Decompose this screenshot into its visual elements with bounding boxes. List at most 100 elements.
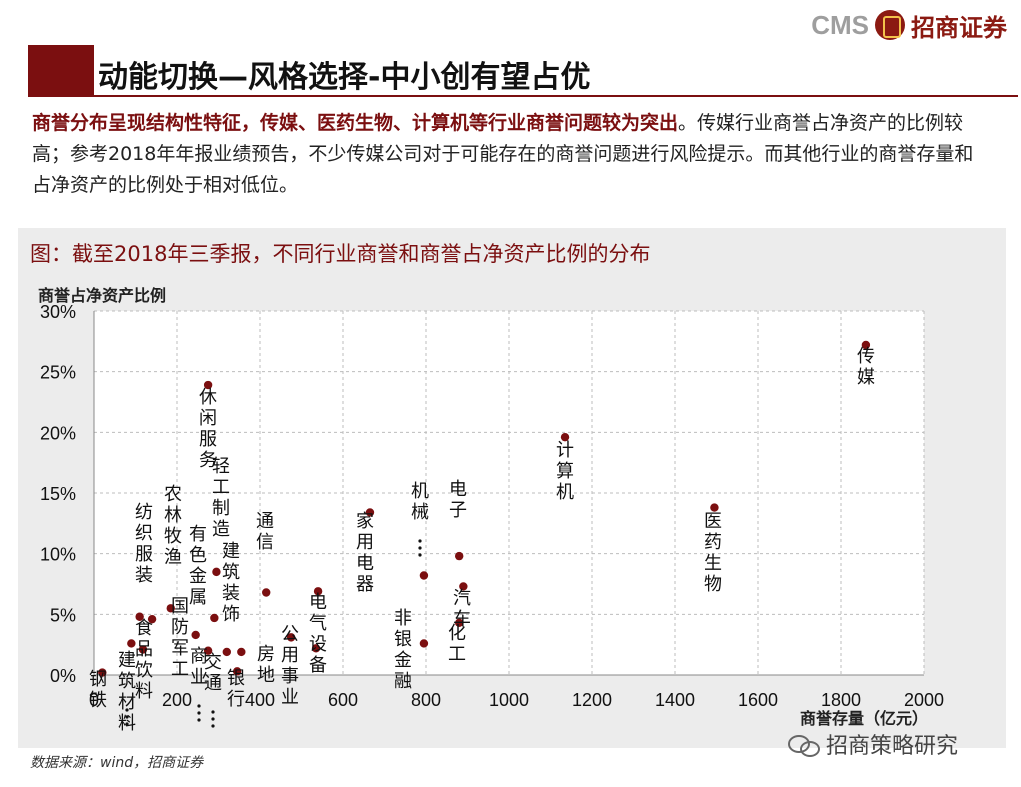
y-tick-label: 15% [40, 484, 76, 504]
summary-text: 商誉分布呈现结构性特征，传媒、医药生物、计算机等行业商誉问题较为突出。传媒行业商… [32, 108, 982, 201]
point-label: 商业 [190, 646, 208, 688]
leader-dot [125, 708, 129, 712]
logo-chinese-text: 招商证券 [911, 13, 1007, 42]
point-label: 农林牧渔 [164, 484, 182, 568]
data-point [313, 587, 323, 596]
data-point [191, 630, 200, 640]
y-tick-label: 25% [40, 363, 76, 383]
point-label: 非银金融 [394, 608, 412, 692]
data-point [203, 380, 213, 390]
data-point [459, 582, 468, 591]
point-label: 休闲服务 [199, 387, 217, 471]
y-tick-label: 30% [40, 302, 76, 322]
data-point [560, 432, 570, 442]
x-tick-label: 1200 [572, 690, 612, 710]
x-tick-label: 1400 [655, 690, 695, 710]
data-point [166, 604, 175, 613]
data-point [861, 340, 871, 350]
point-label: 电子 [449, 479, 467, 521]
leader-dot [211, 710, 215, 714]
data-point [419, 571, 429, 580]
data-source: 数据来源：wind，招商证券 [30, 755, 204, 771]
point-label: 通信 [256, 511, 274, 553]
point-label: 传媒 [857, 346, 875, 388]
summary-highlight: 商誉分布呈现结构性特征，传媒、医药生物、计算机等行业商誉问题较为突出 [32, 112, 679, 134]
point-label: 钢铁 [89, 669, 107, 711]
x-tick-label: 200 [162, 690, 192, 710]
x-tick-label: 1000 [489, 690, 529, 710]
x-tick-label: 1600 [738, 690, 778, 710]
point-label: 国防军工 [171, 596, 189, 680]
logo-emblem-icon [875, 10, 905, 40]
leader-dot [418, 546, 422, 550]
point-label: 公用事业 [281, 624, 299, 708]
data-point [212, 567, 221, 577]
data-point [127, 639, 136, 648]
summary-body: 。传媒行业商誉占净资产的比例较高；参考2018年年报业绩预告，不少传媒公司对于可… [32, 112, 974, 196]
x-tick-label: 2000 [904, 690, 944, 710]
point-label: 食品饮料 [135, 618, 153, 702]
y-tick-label: 20% [40, 423, 76, 443]
company-logo: CMS 招商证券 [811, 8, 1007, 42]
y-axis-label: 商誉占净资产比例 [38, 286, 167, 305]
point-label: 电气设备 [309, 592, 327, 676]
leader-dot [418, 553, 422, 557]
y-tick-label: 5% [50, 605, 76, 625]
x-tick-label: 1800 [821, 690, 861, 710]
point-label: 机械 [411, 481, 429, 523]
leader-dot [197, 711, 201, 715]
point-label: 医药生物 [704, 511, 722, 595]
point-label: 建筑装饰 [222, 541, 240, 625]
data-point [232, 667, 242, 676]
data-point [237, 647, 246, 657]
data-point [455, 551, 464, 561]
x-axis-label: 商誉存量（亿元） [800, 709, 929, 728]
watermark: 招商策略研究 [788, 728, 958, 760]
data-point [203, 646, 213, 655]
x-tick-label: 800 [411, 690, 441, 710]
point-label: 汽车 [453, 588, 471, 630]
data-point [135, 612, 144, 621]
point-label: 计算机 [556, 440, 574, 503]
y-tick-label: 10% [40, 545, 76, 565]
data-point [262, 588, 271, 597]
x-tick-label: 600 [328, 690, 358, 710]
point-label: 化工 [448, 623, 466, 665]
x-tick-label: 400 [245, 690, 275, 710]
logo-cms-text: CMS [811, 9, 869, 40]
leader-dot [211, 724, 215, 728]
point-label: 轻工制造 [212, 456, 230, 540]
data-point [311, 644, 321, 653]
data-point [419, 639, 429, 648]
data-point [147, 614, 157, 624]
header-accent-block [28, 45, 94, 96]
point-label: 家用电器 [356, 511, 374, 595]
page-title: 动能切换—风格选择-中小创有望占优 [98, 60, 591, 95]
data-point [210, 613, 219, 623]
leader-dot [197, 718, 201, 722]
header-divider [28, 95, 1018, 97]
data-point [365, 508, 375, 517]
point-label: 交通 [204, 652, 222, 694]
leader-dot [418, 539, 422, 543]
watermark-text: 招商策略研究 [826, 734, 959, 759]
leader-dot [125, 715, 129, 719]
data-point [98, 668, 107, 677]
data-point [286, 633, 296, 642]
data-point [138, 645, 148, 654]
wechat-icon [788, 733, 822, 757]
y-tick-label: 0% [50, 666, 76, 686]
point-label: 纺织服装 [135, 502, 153, 586]
point-label: 房地 [257, 644, 275, 686]
leader-dot [125, 722, 129, 726]
leader-dot [197, 704, 201, 708]
chart-title: 图：截至2018年三季报，不同行业商誉和商誉占净资产比例的分布 [30, 242, 651, 266]
point-label: 银行 [227, 668, 245, 710]
leader-dot [211, 717, 215, 721]
data-point [710, 503, 719, 512]
point-label: 建筑材料 [118, 650, 136, 734]
data-point [222, 647, 231, 657]
x-tick-label: 0 [89, 690, 99, 710]
point-label: 有色金属 [189, 524, 207, 608]
